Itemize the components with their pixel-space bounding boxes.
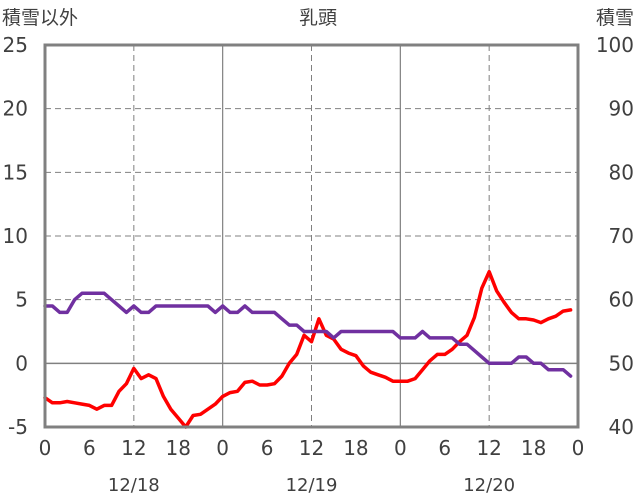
y-left-tick-label: -5 — [8, 415, 28, 439]
left-axis-title: 積雪以外 — [2, 7, 78, 29]
y-left-tick-label: 15 — [3, 160, 28, 184]
chart-title: 乳頭 — [299, 7, 337, 29]
y-left-tick-label: 10 — [3, 224, 28, 248]
y-right-tick-label: 60 — [609, 288, 634, 312]
y-right-tick-label: 70 — [609, 224, 634, 248]
y-right-tick-label: 40 — [609, 415, 634, 439]
x-tick-label: 0 — [394, 436, 407, 460]
right-axis-title: 積雪 — [596, 7, 634, 29]
x-tick-label: 6 — [261, 436, 274, 460]
snow-depth-line — [43, 291, 573, 378]
x-tick-label: 0 — [216, 436, 229, 460]
date-label: 12/18 — [108, 475, 160, 496]
x-tick-label: 18 — [166, 436, 191, 460]
y-right-tick-label: 80 — [609, 160, 634, 184]
y-left-tick-label: 20 — [3, 97, 28, 121]
x-tick-label: 0 — [572, 436, 585, 460]
plot-border — [43, 43, 580, 429]
y-left-tick-label: 25 — [3, 33, 28, 57]
y-right-tick-label: 100 — [596, 33, 634, 57]
x-tick-label: 18 — [521, 436, 546, 460]
series-lines — [43, 269, 573, 429]
x-tick-label: 12 — [299, 436, 324, 460]
date-label: 12/20 — [463, 475, 515, 496]
y-left-tick-label: 5 — [15, 288, 28, 312]
x-tick-label: 0 — [39, 436, 52, 460]
x-tick-label: 18 — [343, 436, 368, 460]
x-tick-label: 6 — [438, 436, 451, 460]
x-tick-label: 12 — [476, 436, 501, 460]
date-label: 12/19 — [286, 475, 338, 496]
x-tick-label: 12 — [121, 436, 146, 460]
y-right-tick-label: 50 — [609, 351, 634, 375]
temperature-line — [43, 269, 573, 429]
y-right-tick-label: 90 — [609, 97, 634, 121]
y-left-tick-label: 0 — [15, 351, 28, 375]
x-tick-label: 6 — [83, 436, 96, 460]
grid — [45, 45, 578, 427]
